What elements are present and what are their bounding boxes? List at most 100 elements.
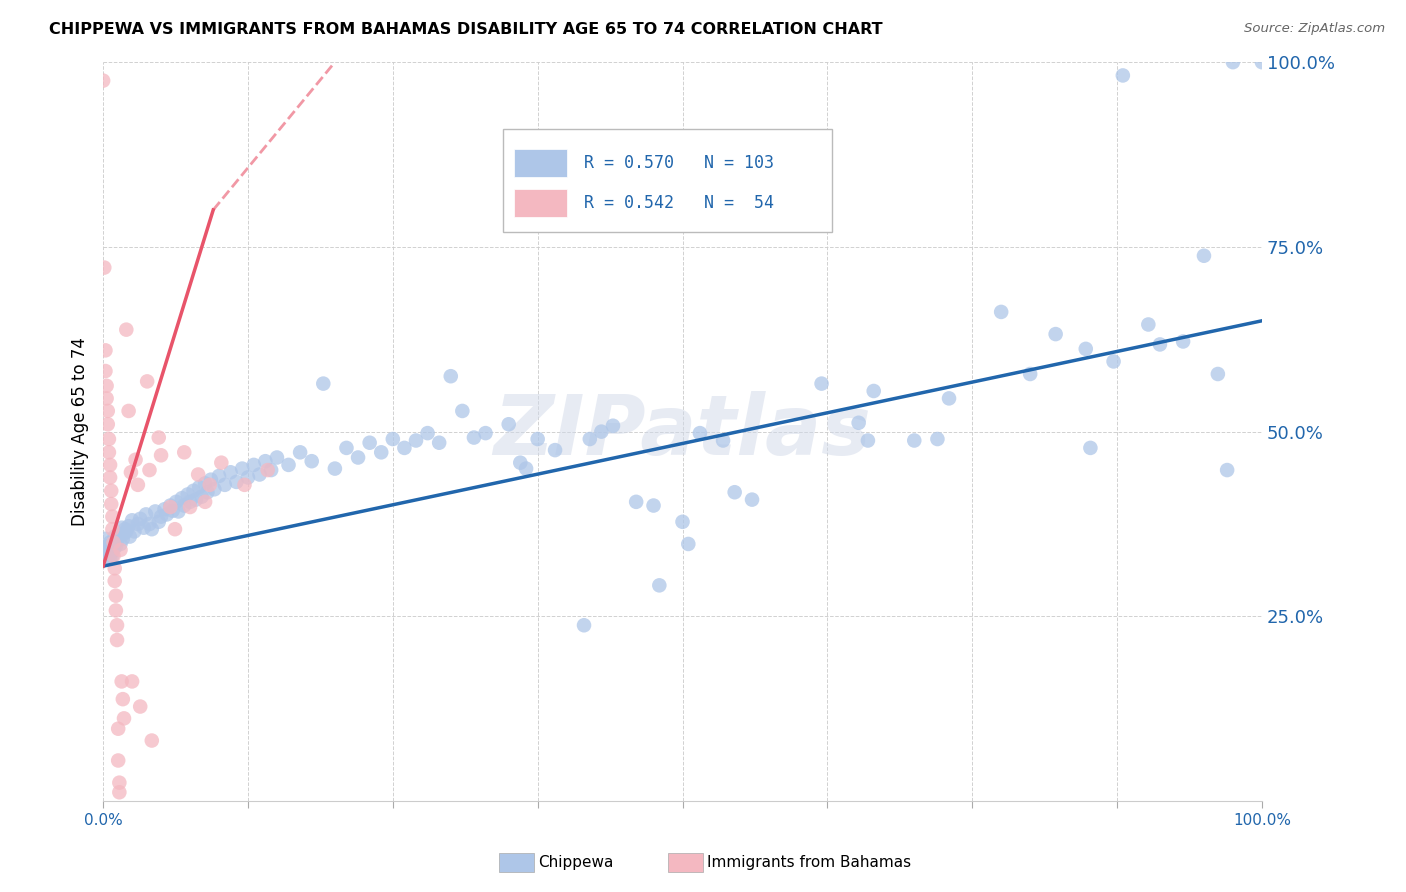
Point <box>141 522 163 536</box>
Point <box>105 534 128 549</box>
Point <box>173 445 195 459</box>
Point <box>124 524 146 539</box>
Point <box>381 432 404 446</box>
Point <box>98 458 121 472</box>
Point <box>101 509 124 524</box>
Point <box>165 495 187 509</box>
Point <box>766 162 789 177</box>
Point <box>117 519 139 533</box>
Point <box>114 522 136 536</box>
Point <box>159 500 181 514</box>
Point <box>474 426 496 441</box>
Point <box>648 578 671 592</box>
Point <box>848 416 870 430</box>
Point <box>96 542 118 557</box>
Point <box>105 618 128 632</box>
Point <box>112 711 135 725</box>
Point <box>1080 441 1102 455</box>
Point <box>167 504 190 518</box>
Point <box>104 603 127 617</box>
Point <box>1171 334 1194 349</box>
Point <box>121 513 143 527</box>
Bar <box>515 149 567 177</box>
Point <box>405 434 427 448</box>
Point <box>602 418 624 433</box>
Point <box>120 465 142 479</box>
Point <box>111 532 134 546</box>
Point <box>97 445 120 459</box>
Point <box>115 524 138 539</box>
Point <box>163 522 186 536</box>
Point <box>127 478 149 492</box>
Point <box>856 434 879 448</box>
Point <box>572 618 595 632</box>
Point <box>107 528 129 542</box>
Point <box>260 463 283 477</box>
Y-axis label: Disability Age 65 to 74: Disability Age 65 to 74 <box>72 337 89 526</box>
Point <box>671 515 693 529</box>
Point <box>124 452 146 467</box>
Point <box>277 458 299 472</box>
Point <box>117 404 139 418</box>
Point <box>219 465 242 479</box>
Point <box>148 515 170 529</box>
Point <box>187 467 209 482</box>
Point <box>990 305 1012 319</box>
Point <box>138 463 160 477</box>
Point <box>591 425 613 439</box>
Point <box>184 492 207 507</box>
Point <box>104 574 127 588</box>
Point <box>148 431 170 445</box>
Point <box>509 456 531 470</box>
Point <box>135 508 157 522</box>
Point <box>678 537 700 551</box>
Point <box>104 530 127 544</box>
Point <box>129 699 152 714</box>
Point <box>105 633 128 648</box>
Point <box>544 443 567 458</box>
Point <box>301 454 323 468</box>
Point <box>359 435 381 450</box>
Point <box>526 432 548 446</box>
Point <box>643 499 665 513</box>
Point <box>98 470 121 484</box>
Text: Source: ZipAtlas.com: Source: ZipAtlas.com <box>1244 22 1385 36</box>
Point <box>1074 342 1097 356</box>
Point <box>110 537 132 551</box>
Point <box>1206 367 1229 381</box>
Point <box>202 483 225 497</box>
Point <box>100 547 122 561</box>
FancyBboxPatch shape <box>503 129 832 232</box>
Bar <box>515 189 567 218</box>
Point <box>515 461 537 475</box>
Point <box>150 509 173 524</box>
Point <box>1149 337 1171 351</box>
Point <box>94 364 117 378</box>
Point <box>711 434 734 448</box>
Point <box>778 164 800 178</box>
Point <box>107 754 129 768</box>
Text: R = 0.542   N =  54: R = 0.542 N = 54 <box>583 194 775 212</box>
Point <box>121 674 143 689</box>
Point <box>427 435 450 450</box>
Point <box>107 722 129 736</box>
Point <box>938 392 960 406</box>
Point <box>689 426 711 441</box>
Point <box>153 502 176 516</box>
Point <box>118 530 141 544</box>
Point <box>1216 463 1239 477</box>
Point <box>104 539 127 553</box>
Point <box>108 775 131 789</box>
Point <box>101 522 124 536</box>
Point <box>183 483 205 498</box>
Point <box>335 441 357 455</box>
Point <box>416 426 439 441</box>
Point <box>94 532 117 546</box>
Point <box>578 432 600 446</box>
Point <box>1102 354 1125 368</box>
Point <box>138 516 160 531</box>
Point <box>1045 327 1067 342</box>
Point <box>810 376 832 391</box>
Point <box>179 500 201 514</box>
Point <box>98 535 121 549</box>
